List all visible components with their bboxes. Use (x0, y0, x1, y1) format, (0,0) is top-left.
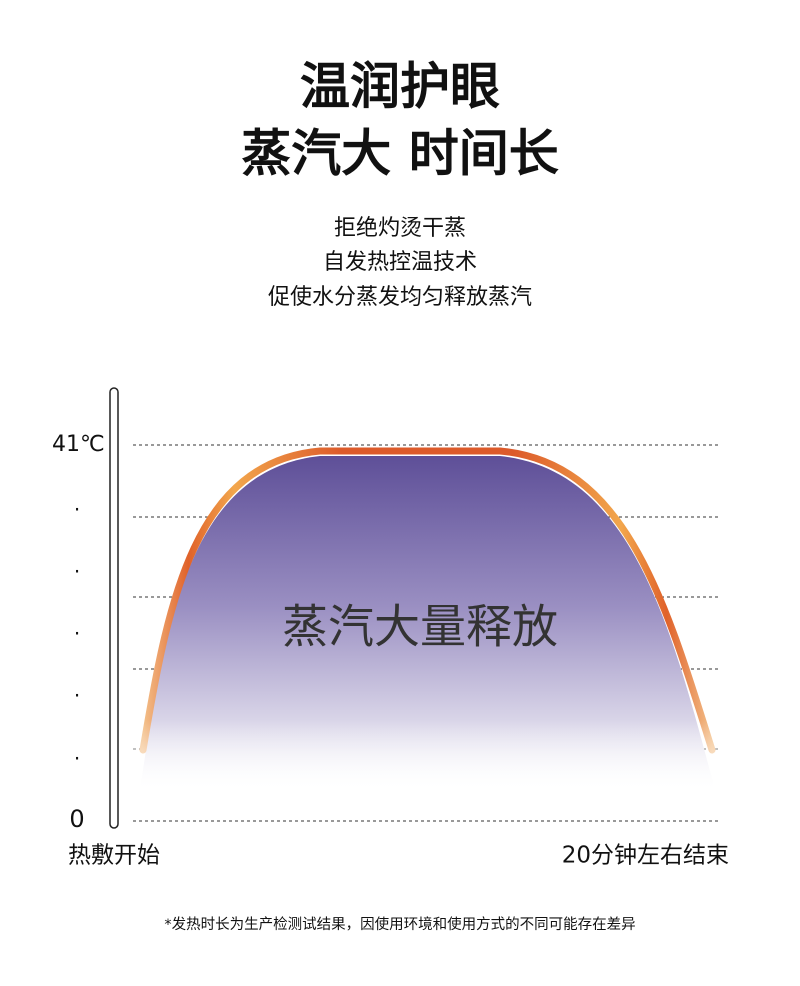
x-end-label: 20分钟左右结束 (562, 843, 729, 869)
feature-line: 促使水分蒸发均匀释放蒸汽 (268, 285, 532, 310)
y-dot: . (74, 741, 80, 765)
footnote: *发热时长为生产检测试结果，因使用环境和使用方式的不同可能存在差异 (164, 915, 635, 933)
feature-line: 自发热控温技术 (323, 250, 477, 275)
x-start-label: 热敷开始 (68, 843, 160, 869)
curve-area (140, 456, 715, 790)
y-bottom-label: 0 (69, 805, 84, 833)
y-axis-bar (109, 387, 119, 829)
y-dot: . (74, 616, 80, 640)
y-dot: . (74, 678, 80, 702)
feature-line: 拒绝灼烫干蒸 (334, 216, 466, 241)
curve-line (139, 447, 716, 754)
y-dot: . (74, 492, 80, 516)
curve-fade (130, 720, 730, 795)
curve-label: 蒸汽大量释放 (282, 600, 558, 654)
title-line: 蒸汽大 时间长 (241, 125, 558, 183)
title-line: 温润护眼 (300, 58, 500, 116)
y-top-label: 41℃ (52, 432, 105, 457)
y-dot: . (74, 554, 80, 578)
